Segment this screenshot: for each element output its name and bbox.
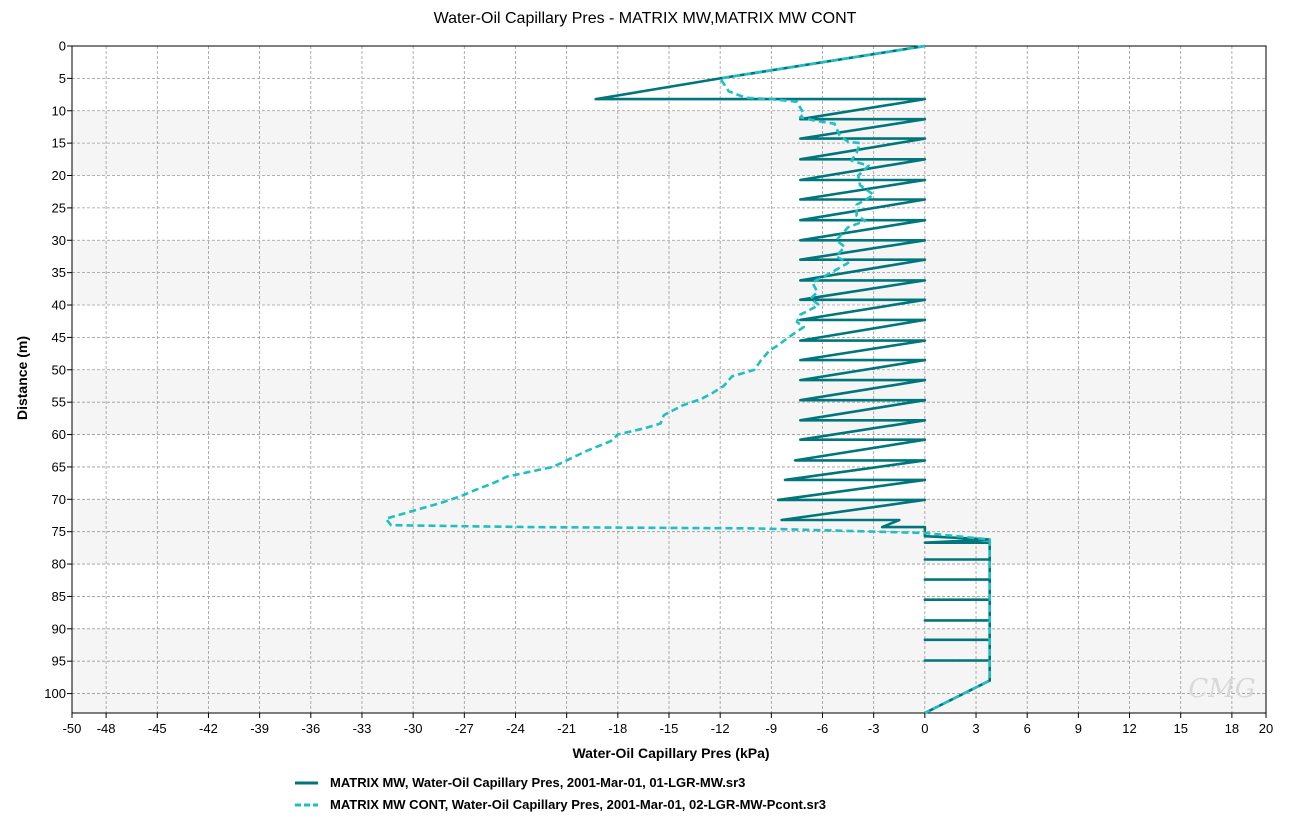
x-tick-label: -27 [455,721,474,736]
y-tick-label: 50 [52,362,66,377]
x-tick-label: -48 [97,721,116,736]
gridlines [71,45,1267,713]
x-tick-label: -45 [148,721,167,736]
cmg-watermark: CMG [1188,674,1255,704]
x-tick-label: -12 [711,721,730,736]
legend: MATRIX MW, Water-Oil Capillary Pres, 200… [295,775,826,812]
y-tick-label: 25 [52,200,66,215]
y-tick-label: 85 [52,589,66,604]
legend-label: MATRIX MW, Water-Oil Capillary Pres, 200… [330,775,745,790]
x-tick-label: -30 [404,721,423,736]
y-tick-label: 55 [52,395,66,410]
y-tick-label: 35 [52,265,66,280]
y-tick-label: 90 [52,621,66,636]
y-tick-label: 15 [52,136,66,151]
x-tick-label: -24 [506,721,525,736]
x-tick-label: 20 [1259,721,1273,736]
y-tick-label: 5 [59,71,66,86]
y-tick-label: 65 [52,459,66,474]
y-tick-label: 100 [44,686,66,701]
background-band [72,628,1266,662]
x-axis-ticks: -50 -48 -45 -42 -39 -36 -33 -30 -27 -24 -21 -18 -15-… [63,713,1273,736]
x-tick-label: -33 [353,721,372,736]
series-lines [384,44,991,715]
y-tick-label: 80 [52,557,66,572]
legend-label: MATRIX MW CONT, Water-Oil Capillary Pres… [330,797,826,812]
y-tick-label: 75 [52,524,66,539]
x-tick-label: -6 [817,721,829,736]
x-tick-label: -36 [301,721,320,736]
y-axis-ticks: 0 5 10 15 20 25 30 35 40 45 50 55 60 65 70 75 80 85 90 95 10… [44,39,72,701]
series-line-2 [384,44,991,715]
x-tick-label: 3 [972,721,979,736]
x-tick-label: 9 [1075,721,1082,736]
x-tick-label: -9 [766,721,778,736]
y-tick-label: 10 [52,103,66,118]
x-tick-label: -3 [868,721,880,736]
x-tick-label: -15 [660,721,679,736]
x-tick-label: 0 [921,721,928,736]
x-tick-label: -39 [250,721,269,736]
y-tick-label: 0 [59,39,66,54]
x-tick-label: -21 [557,721,576,736]
x-tick-label: 12 [1122,721,1136,736]
y-tick-label: 60 [52,427,66,442]
chart-title: Water-Oil Capillary Pres - MATRIX MW,MAT… [434,10,857,27]
y-tick-label: 45 [52,330,66,345]
y-tick-label: 30 [52,233,66,248]
y-tick-label: 40 [52,298,66,313]
series-line-1 [594,44,991,715]
x-tick-label: 18 [1225,721,1239,736]
x-axis-label: Water-Oil Capillary Pres (kPa) [572,745,769,761]
y-tick-label: 20 [52,168,66,183]
x-tick-label: 15 [1173,721,1187,736]
x-tick-label: -50 [63,721,82,736]
x-tick-label: 6 [1024,721,1031,736]
x-tick-label: -42 [199,721,218,736]
y-tick-label: 70 [52,492,66,507]
x-tick-label: -18 [608,721,627,736]
y-tick-label: 95 [52,654,66,669]
y-axis-label: Distance (m) [14,336,30,420]
